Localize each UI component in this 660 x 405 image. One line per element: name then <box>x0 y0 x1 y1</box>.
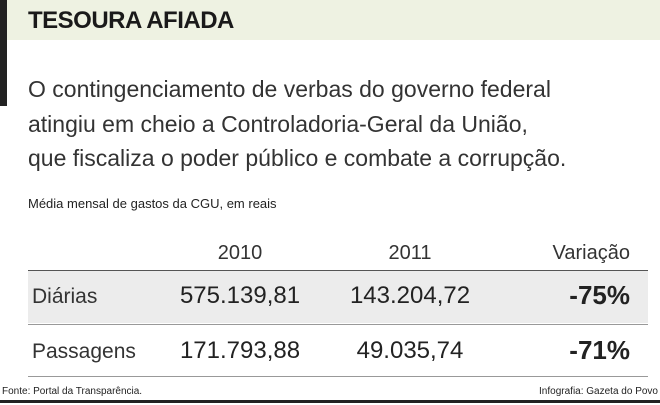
row-label: Passagens <box>32 340 136 363</box>
rule <box>28 270 648 271</box>
accent-bar <box>0 0 7 106</box>
rule <box>28 324 648 325</box>
rule <box>28 376 648 377</box>
variation: -71% <box>569 335 630 365</box>
intro-line: que fiscaliza o poder público e combate … <box>28 145 567 171</box>
cell: 171.793,88 <box>179 337 301 364</box>
intro-line: O contingenciamento de verbas do governo… <box>28 76 551 102</box>
credit: Infografia: Gazeta do Povo <box>539 386 658 397</box>
column-header: 2010 <box>217 242 263 264</box>
bottom-rule <box>0 400 660 403</box>
title: TESOURA AFIADA <box>28 7 234 34</box>
intro-line: atingiu em cheio a Controladoria-Geral d… <box>28 111 528 137</box>
subtitle: Média mensal de gastos da CGU, em reais <box>28 196 277 211</box>
column-header: Variação <box>552 242 630 264</box>
row-background <box>28 271 648 323</box>
title-band <box>0 0 660 40</box>
variation: -75% <box>569 280 630 310</box>
source: Fonte: Portal da Transparência. <box>2 386 143 397</box>
cell: 575.139,81 <box>179 282 301 309</box>
row-label: Diárias <box>32 285 98 308</box>
column-header: 2011 <box>388 242 432 264</box>
cell: 49.035,74 <box>356 337 464 364</box>
cell: 143.204,72 <box>349 282 471 309</box>
